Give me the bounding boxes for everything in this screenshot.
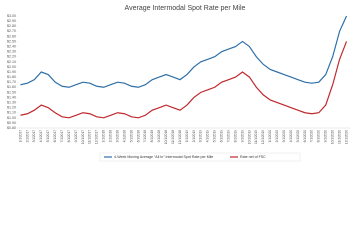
- x-tick-label: 12/1/2020: [344, 130, 348, 144]
- y-tick-label: $0.80: [7, 126, 16, 130]
- x-tick-label: 1/1/2018: [102, 130, 106, 143]
- y-tick-label: $1.40: [7, 95, 16, 99]
- x-tick-label: 6/1/2017: [53, 130, 57, 143]
- x-tick-label: 9/1/2018: [157, 130, 161, 143]
- x-tick-label: 1/1/2019: [185, 130, 189, 143]
- y-tick-label: $0.90: [7, 121, 16, 125]
- y-tick-label: $1.30: [7, 100, 16, 104]
- x-tick-label: 8/1/2018: [150, 130, 154, 143]
- x-tick-label: 12/1/2019: [261, 130, 265, 144]
- x-tick-label: 4/1/2017: [39, 130, 43, 143]
- x-tick-label: 11/1/2018: [171, 130, 175, 144]
- x-tick-label: 10/1/2019: [247, 130, 251, 144]
- x-tick-label: 2/1/2018: [109, 130, 113, 143]
- y-tick-label: $2.70: [7, 29, 16, 33]
- chart: Average Intermodal Spot Rate per Mile $0…: [7, 5, 350, 162]
- x-tick-label: 2/1/2019: [192, 130, 196, 143]
- x-tick-label: 11/1/2019: [254, 130, 258, 144]
- x-tick-label: 9/1/2020: [324, 130, 328, 143]
- line-series: [20, 15, 348, 88]
- y-tick-label: $1.00: [7, 116, 16, 120]
- x-tick-label: 4/1/2020: [289, 130, 293, 143]
- x-tick-label: 5/1/2017: [46, 130, 50, 143]
- x-tick-label: 5/1/2019: [213, 130, 217, 143]
- y-tick-label: $1.50: [7, 90, 16, 94]
- x-tick-label: 8/1/2017: [67, 130, 71, 143]
- x-tick-label: 7/1/2017: [60, 130, 64, 143]
- y-tick-label: $2.90: [7, 19, 16, 23]
- x-tick-label: 10/1/2018: [164, 130, 168, 144]
- x-tick-label: 8/1/2019: [233, 130, 237, 143]
- legend-label: 4-Week Moving Average "All In" Intermoda…: [114, 155, 213, 159]
- x-tick-label: 1/1/2017: [18, 130, 22, 143]
- x-tick-label: 5/1/2018: [129, 130, 133, 143]
- y-tick-label: $1.80: [7, 75, 16, 79]
- x-tick-label: 4/1/2018: [122, 130, 126, 143]
- y-tick-label: $3.00: [7, 14, 16, 18]
- x-tick-label: 3/1/2020: [282, 130, 286, 143]
- y-tick-label: $2.20: [7, 55, 16, 59]
- x-tick-label: 2/1/2017: [25, 130, 29, 143]
- x-tick-label: 4/1/2019: [206, 130, 210, 143]
- x-tick-label: 11/1/2020: [337, 130, 341, 144]
- y-tick-label: $2.60: [7, 34, 16, 38]
- y-tick-label: $2.10: [7, 60, 16, 64]
- x-tick-label: 1/1/2020: [268, 130, 272, 143]
- x-tick-label: 9/1/2017: [74, 130, 78, 143]
- x-tick-label: 5/1/2020: [296, 130, 300, 143]
- x-tick-label: 12/1/2017: [95, 130, 99, 144]
- legend-box: [99, 152, 301, 162]
- y-tick-label: $1.60: [7, 85, 16, 89]
- y-tick-label: $1.10: [7, 111, 16, 115]
- x-tick-label: 6/1/2019: [220, 130, 224, 143]
- x-tick-label: 12/1/2018: [178, 130, 182, 144]
- y-tick-label: $1.20: [7, 106, 16, 110]
- x-tick-label: 3/1/2019: [199, 130, 203, 143]
- chart-title: Average Intermodal Spot Rate per Mile: [125, 5, 246, 12]
- legend-label: Rate net of FSC: [240, 155, 266, 159]
- x-tick-label: 7/1/2020: [310, 130, 314, 143]
- x-tick-label: 6/1/2018: [136, 130, 140, 143]
- x-tick-label: 10/1/2020: [331, 130, 335, 144]
- y-tick-label: $1.70: [7, 80, 16, 84]
- x-tick-label: 9/1/2019: [240, 130, 244, 143]
- y-tick-label: $1.90: [7, 70, 16, 74]
- y-tick-label: $2.40: [7, 44, 16, 48]
- x-tick-label: 10/1/2017: [81, 130, 85, 144]
- x-tick-label: 3/1/2018: [115, 130, 119, 143]
- x-tick-label: 8/1/2020: [317, 130, 321, 143]
- x-tick-label: 7/1/2019: [226, 130, 230, 143]
- x-tick-label: 3/1/2017: [32, 130, 36, 143]
- y-tick-label: $2.30: [7, 50, 16, 54]
- x-tick-label: 11/1/2017: [88, 130, 92, 144]
- y-tick-label: $2.80: [7, 24, 16, 28]
- y-tick-label: $2.50: [7, 39, 16, 43]
- x-tick-label: 7/1/2018: [143, 130, 147, 143]
- x-tick-label: 6/1/2020: [303, 130, 307, 143]
- y-tick-label: $2.00: [7, 65, 16, 69]
- x-tick-label: 2/1/2020: [275, 130, 279, 143]
- line-series: [20, 41, 348, 119]
